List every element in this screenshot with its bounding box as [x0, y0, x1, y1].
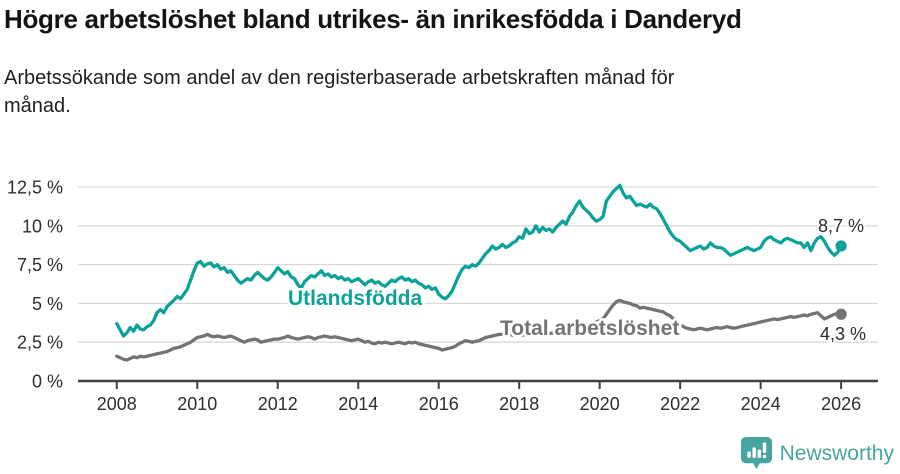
subtitle-line-2: månad. — [4, 95, 71, 117]
x-axis-tick-label: 2012 — [258, 394, 298, 414]
series-end-dot — [835, 240, 847, 252]
x-axis-tick-label: 2024 — [741, 394, 781, 414]
x-axis-tick-label: 2026 — [821, 394, 861, 414]
y-axis-tick-label: 10 % — [22, 216, 63, 236]
y-axis-tick-label: 5 % — [32, 294, 63, 314]
x-axis-tick-label: 2010 — [177, 394, 217, 414]
newsworthy-logo-icon — [740, 437, 772, 470]
y-axis-tick-label: 0 % — [32, 372, 63, 392]
brand-name: Newsworthy — [779, 441, 894, 465]
y-axis-tick-label: 12,5 % — [7, 178, 63, 198]
y-axis-tick-label: 2,5 % — [17, 333, 63, 353]
series-line-total-arbetsl-shet — [115, 298, 843, 362]
unemployment-line-chart: 0 % 2,5 % 5 % 7,5 % 10 % 12,5 % 2008 2010 2012 20… — [7, 178, 878, 414]
brand-footer: Newsworthy — [740, 436, 894, 471]
subtitle-line-1: Arbetssökande som andel av den registerb… — [4, 67, 675, 89]
series-inline-label: Total arbetslöshet — [500, 317, 679, 340]
x-axis-tick-label: 2014 — [338, 394, 378, 414]
series-end-dot — [835, 308, 847, 320]
x-axis-tick-label: 2008 — [97, 394, 137, 414]
x-axis-tick-label: 2020 — [580, 394, 620, 414]
series-line-utlandsf-dda — [115, 183, 843, 338]
y-axis-tick-label: 7,5 % — [17, 255, 63, 275]
series-inline-label: Utlandsfödda — [288, 287, 422, 310]
series-end-value-label: 8,7 % — [818, 216, 864, 236]
x-axis-tick-label: 2022 — [660, 394, 700, 414]
series-end-value-label: 4,3 % — [820, 324, 866, 344]
page-subtitle: Arbetssökande som andel av den registerb… — [4, 64, 739, 120]
x-axis-tick-label: 2018 — [499, 394, 539, 414]
x-axis-tick-label: 2016 — [419, 394, 459, 414]
page-title: Högre arbetslöshet bland utrikes- än inr… — [4, 4, 742, 34]
